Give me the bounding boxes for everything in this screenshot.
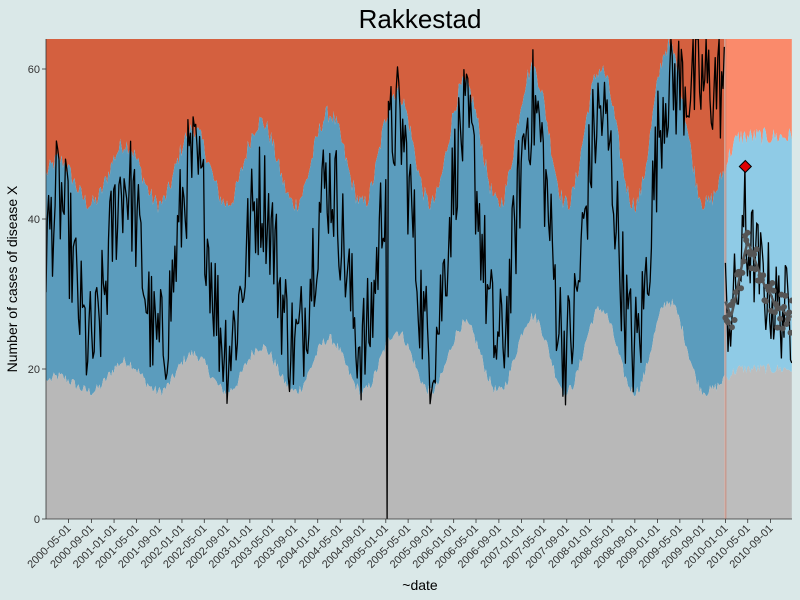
forecast-point — [770, 287, 777, 294]
forecast-point — [753, 246, 760, 253]
forecast-point — [786, 309, 792, 316]
y-tick-label: 20 — [28, 364, 40, 376]
historical-high-zone — [46, 39, 725, 213]
plot-area — [46, 39, 792, 519]
historical-normal-zone — [46, 298, 725, 519]
forecast-point — [774, 324, 781, 331]
forecast-point — [744, 229, 751, 236]
forecast-point — [783, 321, 790, 328]
y-tick-label: 60 — [28, 64, 40, 76]
forecast-high-zone — [725, 39, 792, 175]
y-axis-label: Number of cases of disease X — [4, 185, 20, 372]
y-tick-label: 40 — [28, 214, 40, 226]
forecast-point — [725, 319, 732, 326]
forecast-point — [728, 324, 735, 331]
x-axis: 2000-05-012000-09-012001-01-012001-05-01… — [25, 518, 792, 571]
forecast-point — [769, 280, 776, 287]
forecast-point — [738, 285, 745, 292]
forecast-normal-zone — [725, 363, 792, 519]
forecast-point — [731, 317, 738, 324]
forecast-point — [777, 315, 784, 322]
forecast-point — [788, 297, 792, 304]
y-axis: 0 20 40 60 — [28, 39, 47, 526]
forecast-point — [762, 298, 769, 305]
forecast-trend-line — [724, 239, 792, 318]
forecast-point — [787, 329, 792, 336]
forecast-point — [779, 325, 786, 332]
x-axis-label: ~date — [402, 577, 438, 593]
y-tick-label: 0 — [34, 514, 40, 526]
alert-marker — [738, 159, 753, 174]
forecast-point — [782, 292, 789, 299]
chart-title: Rakkestad — [359, 4, 482, 34]
series-layer — [46, 39, 792, 519]
forecast-point — [771, 309, 778, 316]
observed-line — [46, 39, 725, 519]
